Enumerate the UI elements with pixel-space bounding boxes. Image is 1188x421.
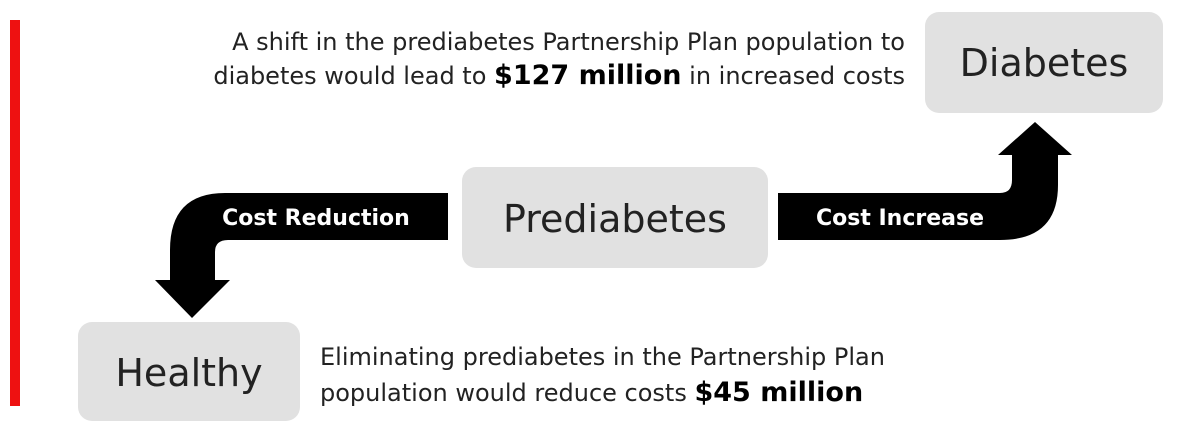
accent-bar — [10, 20, 20, 406]
node-box — [925, 12, 1163, 113]
arrow-label: Cost Increase — [816, 206, 984, 231]
arrow-label: Cost Reduction — [222, 206, 410, 231]
node-label: Prediabetes — [503, 197, 727, 241]
top-note-line2: diabetes would lead to $127 million in i… — [213, 60, 905, 91]
arrow-reduction — [155, 193, 448, 318]
amount: $127 million — [494, 60, 681, 91]
node-label: Diabetes — [960, 41, 1129, 85]
text: diabetes would lead to — [213, 62, 486, 90]
top-note-line1: A shift in the prediabetes Partnership P… — [232, 28, 905, 56]
text: in increased costs — [689, 62, 905, 90]
bottom-note-line2: population would reduce costs $45 millio… — [320, 377, 863, 408]
amount: $45 million — [694, 377, 863, 408]
arrow-increase — [778, 122, 1072, 240]
text: population would reduce costs — [320, 379, 687, 407]
node-box — [462, 167, 768, 268]
bottom-note-line1: Eliminating prediabetes in the Partnersh… — [320, 343, 885, 371]
node-box — [78, 322, 300, 421]
node-label: Healthy — [115, 351, 262, 395]
